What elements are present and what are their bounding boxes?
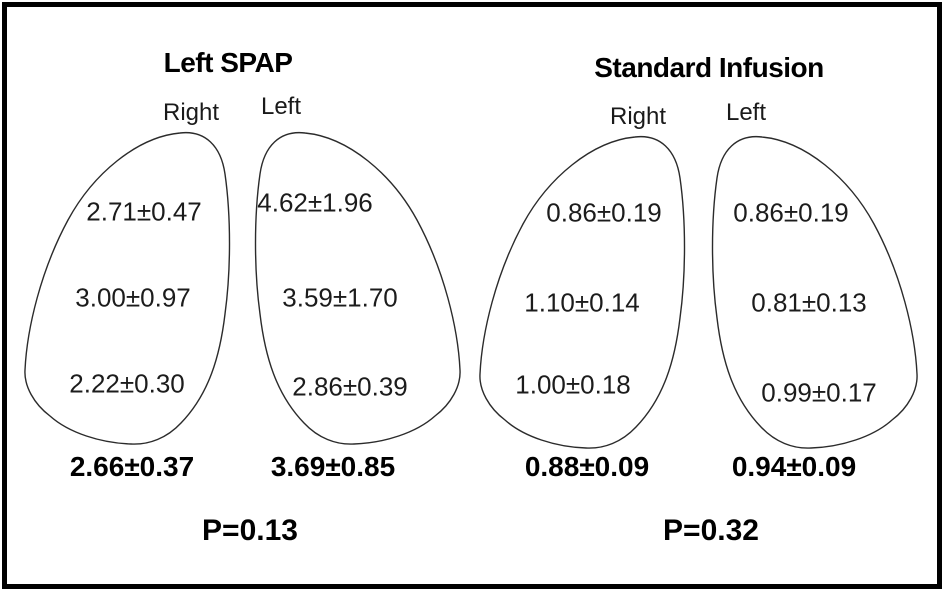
left-spap-right-lung-mean: 2.66±0.37 [69, 451, 195, 482]
left-spap-left-lung-value-upper: 4.62±1.96 [257, 187, 373, 218]
standard-infusion-left-lung-label: Left [725, 99, 767, 126]
standard-infusion-left-lung-mean: 0.94±0.09 [731, 451, 857, 482]
group-title-standard-infusion: Standard Infusion [594, 52, 824, 83]
standard-infusion-right-lung-value-middle: 1.10±0.14 [524, 287, 640, 318]
left-spap-left-lung-label: Left [260, 93, 302, 120]
left-spap-left-lung-value-middle: 3.59±1.70 [282, 282, 398, 313]
standard-infusion-p-value: P=0.32 [663, 514, 759, 547]
standard-infusion-right-lung-value-upper: 0.86±0.19 [546, 197, 662, 228]
left-spap-right-lung-value-middle: 3.00±0.97 [75, 282, 191, 313]
standard-infusion-right-lung-value-lower: 1.00±0.18 [515, 369, 631, 400]
standard-infusion-left-lung-value-middle: 0.81±0.13 [751, 287, 867, 318]
group-title-left-spap: Left SPAP [163, 47, 293, 78]
left-spap-left-lung-value-lower: 2.86±0.39 [292, 371, 408, 402]
standard-infusion-left-lung-value-lower: 0.99±0.17 [761, 377, 877, 408]
left-spap-right-lung-value-upper: 2.71±0.47 [86, 196, 202, 227]
standard-infusion-left-lung-value-upper: 0.86±0.19 [733, 197, 849, 228]
left-spap-right-lung-label: Right [162, 99, 220, 126]
left-spap-p-value: P=0.13 [202, 514, 298, 547]
left-spap-right-lung-value-lower: 2.22±0.30 [69, 368, 185, 399]
standard-infusion-right-lung-label: Right [609, 103, 667, 130]
standard-infusion-right-lung-mean: 0.88±0.09 [524, 451, 650, 482]
left-spap-left-lung-mean: 3.69±0.85 [270, 451, 396, 482]
